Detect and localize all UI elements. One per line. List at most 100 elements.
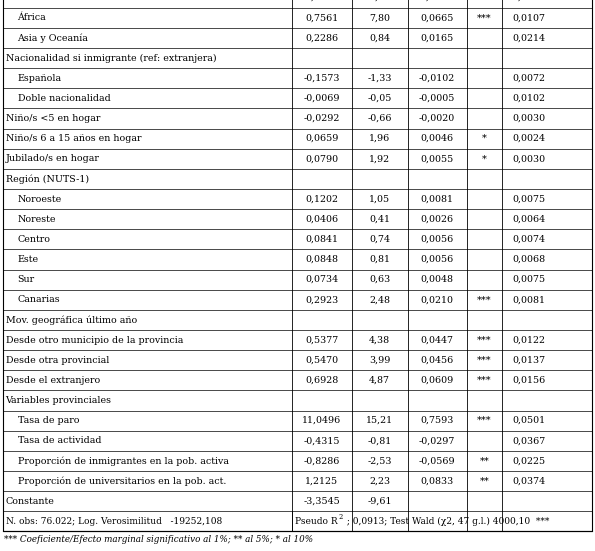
Text: 0,0055: 0,0055: [421, 154, 454, 163]
Text: -0,66: -0,66: [368, 114, 392, 123]
Text: 0,0447: 0,0447: [421, 336, 453, 344]
Text: 0,0406: 0,0406: [305, 215, 338, 224]
Text: 11,0496: 11,0496: [302, 416, 342, 425]
Text: ***: ***: [477, 13, 491, 22]
Text: 0,0081: 0,0081: [421, 195, 453, 203]
Text: 0,41: 0,41: [369, 215, 390, 224]
Text: **: **: [480, 456, 489, 466]
Text: 0,5377: 0,5377: [305, 336, 339, 344]
Text: ***: ***: [477, 376, 491, 385]
Text: Constante: Constante: [5, 496, 54, 506]
Text: -3,3545: -3,3545: [303, 496, 340, 506]
Text: ***: ***: [477, 336, 491, 344]
Text: ***: ***: [477, 416, 491, 425]
Text: 1,05: 1,05: [369, 195, 390, 203]
Text: 0,0102: 0,0102: [513, 94, 546, 103]
Text: Doble nacionalidad: Doble nacionalidad: [17, 94, 110, 103]
Text: 0,74: 0,74: [369, 235, 390, 244]
Text: 2: 2: [339, 513, 343, 521]
Text: 0,5470: 0,5470: [305, 355, 338, 365]
Text: 4,87: 4,87: [369, 376, 390, 385]
Text: 0,0841: 0,0841: [305, 235, 338, 244]
Text: Española: Española: [17, 74, 62, 83]
Text: 7,80: 7,80: [369, 13, 390, 22]
Text: *: *: [482, 134, 487, 143]
Text: 0,0790: 0,0790: [305, 154, 338, 163]
Text: 0,0030: 0,0030: [513, 114, 546, 123]
Text: 3,99: 3,99: [369, 355, 390, 365]
Text: 0,0056: 0,0056: [421, 235, 454, 244]
Text: Región (NUTS-1): Región (NUTS-1): [5, 174, 89, 183]
Text: 0,0048: 0,0048: [421, 275, 453, 284]
Text: 0,0214: 0,0214: [513, 34, 546, 42]
Text: Mov. geográfica último año: Mov. geográfica último año: [5, 315, 137, 325]
Text: 1,92: 1,92: [369, 154, 390, 163]
Text: ***: ***: [477, 295, 491, 304]
Text: 0,1202: 0,1202: [305, 195, 338, 203]
Text: -0,0102: -0,0102: [419, 74, 455, 83]
Text: Niño/s <5 en hogar: Niño/s <5 en hogar: [5, 114, 100, 123]
Text: Nacionalidad si inmigrante (ref: extranjera): Nacionalidad si inmigrante (ref: extranj…: [5, 53, 216, 63]
Text: 0,6928: 0,6928: [305, 376, 339, 385]
Text: 0,0075: 0,0075: [513, 195, 546, 203]
Text: Iberoamérica: Iberoamérica: [17, 0, 82, 2]
Text: 0,0456: 0,0456: [421, 355, 454, 365]
Text: -0,81: -0,81: [368, 436, 392, 445]
Text: 0,0210: 0,0210: [421, 295, 453, 304]
Text: 0,0734: 0,0734: [305, 275, 338, 284]
Text: Desde el extranjero: Desde el extranjero: [5, 376, 100, 385]
Text: 0,0609: 0,0609: [421, 376, 454, 385]
Text: Este: Este: [17, 255, 39, 264]
Text: Jubilado/s en hogar: Jubilado/s en hogar: [5, 154, 99, 163]
Text: Centro: Centro: [17, 235, 51, 244]
Text: -2,53: -2,53: [368, 456, 392, 466]
Text: 15,21: 15,21: [366, 416, 393, 425]
Text: 0,0833: 0,0833: [421, 477, 454, 485]
Text: Noreste: Noreste: [17, 215, 56, 224]
Text: -0,4315: -0,4315: [303, 436, 340, 445]
Text: Asia y Oceanía: Asia y Oceanía: [17, 33, 89, 42]
Text: -0,0005: -0,0005: [419, 94, 455, 103]
Text: 0,0024: 0,0024: [513, 134, 546, 143]
Text: ***: ***: [477, 355, 491, 365]
Text: -9,61: -9,61: [368, 496, 392, 506]
Text: 0,0074: 0,0074: [513, 235, 546, 244]
Text: 0,2923: 0,2923: [305, 295, 339, 304]
Text: 0,0156: 0,0156: [513, 376, 546, 385]
Text: 0,0165: 0,0165: [421, 34, 454, 42]
Text: 0,2286: 0,2286: [305, 34, 338, 42]
Text: N. obs: 76.022; Log. Verosimilitud   -19252,108: N. obs: 76.022; Log. Verosimilitud -1925…: [5, 517, 222, 526]
Text: Proporción de inmigrantes en la pob. activa: Proporción de inmigrantes en la pob. act…: [17, 456, 228, 466]
Text: 1,96: 1,96: [369, 134, 390, 143]
Text: 0,0659: 0,0659: [305, 134, 339, 143]
Text: 0,0056: 0,0056: [421, 255, 454, 264]
Text: 0,0058: 0,0058: [513, 0, 546, 2]
Text: 0,0374: 0,0374: [513, 477, 546, 485]
Text: 0,0501: 0,0501: [513, 416, 546, 425]
Text: Variables provinciales: Variables provinciales: [5, 396, 111, 405]
Text: 4,38: 4,38: [369, 336, 390, 344]
Text: 0,81: 0,81: [369, 255, 390, 264]
Text: 0,0122: 0,0122: [513, 336, 546, 344]
Text: Noroeste: Noroeste: [17, 195, 62, 203]
Text: 0,0367: 0,0367: [513, 436, 546, 445]
Text: -0,1573: -0,1573: [303, 74, 340, 83]
Text: -0,0292: -0,0292: [303, 114, 340, 123]
Text: 0,0665: 0,0665: [421, 13, 454, 22]
Text: Niño/s 6 a 15 años en hogar: Niño/s 6 a 15 años en hogar: [5, 134, 141, 143]
Text: Desde otra provincial: Desde otra provincial: [5, 355, 109, 365]
Text: ***: ***: [477, 0, 491, 2]
Text: 0,0288: 0,0288: [421, 0, 453, 2]
Text: Pseudo R: Pseudo R: [295, 517, 337, 526]
Text: 0,84: 0,84: [369, 34, 390, 42]
Text: 0,0075: 0,0075: [513, 275, 546, 284]
Text: 1,2125: 1,2125: [305, 477, 338, 485]
Text: 0,0046: 0,0046: [421, 134, 453, 143]
Text: 0,0225: 0,0225: [513, 456, 546, 466]
Text: 0,0081: 0,0081: [513, 295, 546, 304]
Text: -0,0020: -0,0020: [419, 114, 455, 123]
Text: Proporción de universitarios en la pob. act.: Proporción de universitarios en la pob. …: [17, 476, 226, 486]
Text: -0,0297: -0,0297: [419, 436, 455, 445]
Text: 0,0107: 0,0107: [513, 13, 546, 22]
Text: 0,0064: 0,0064: [513, 215, 546, 224]
